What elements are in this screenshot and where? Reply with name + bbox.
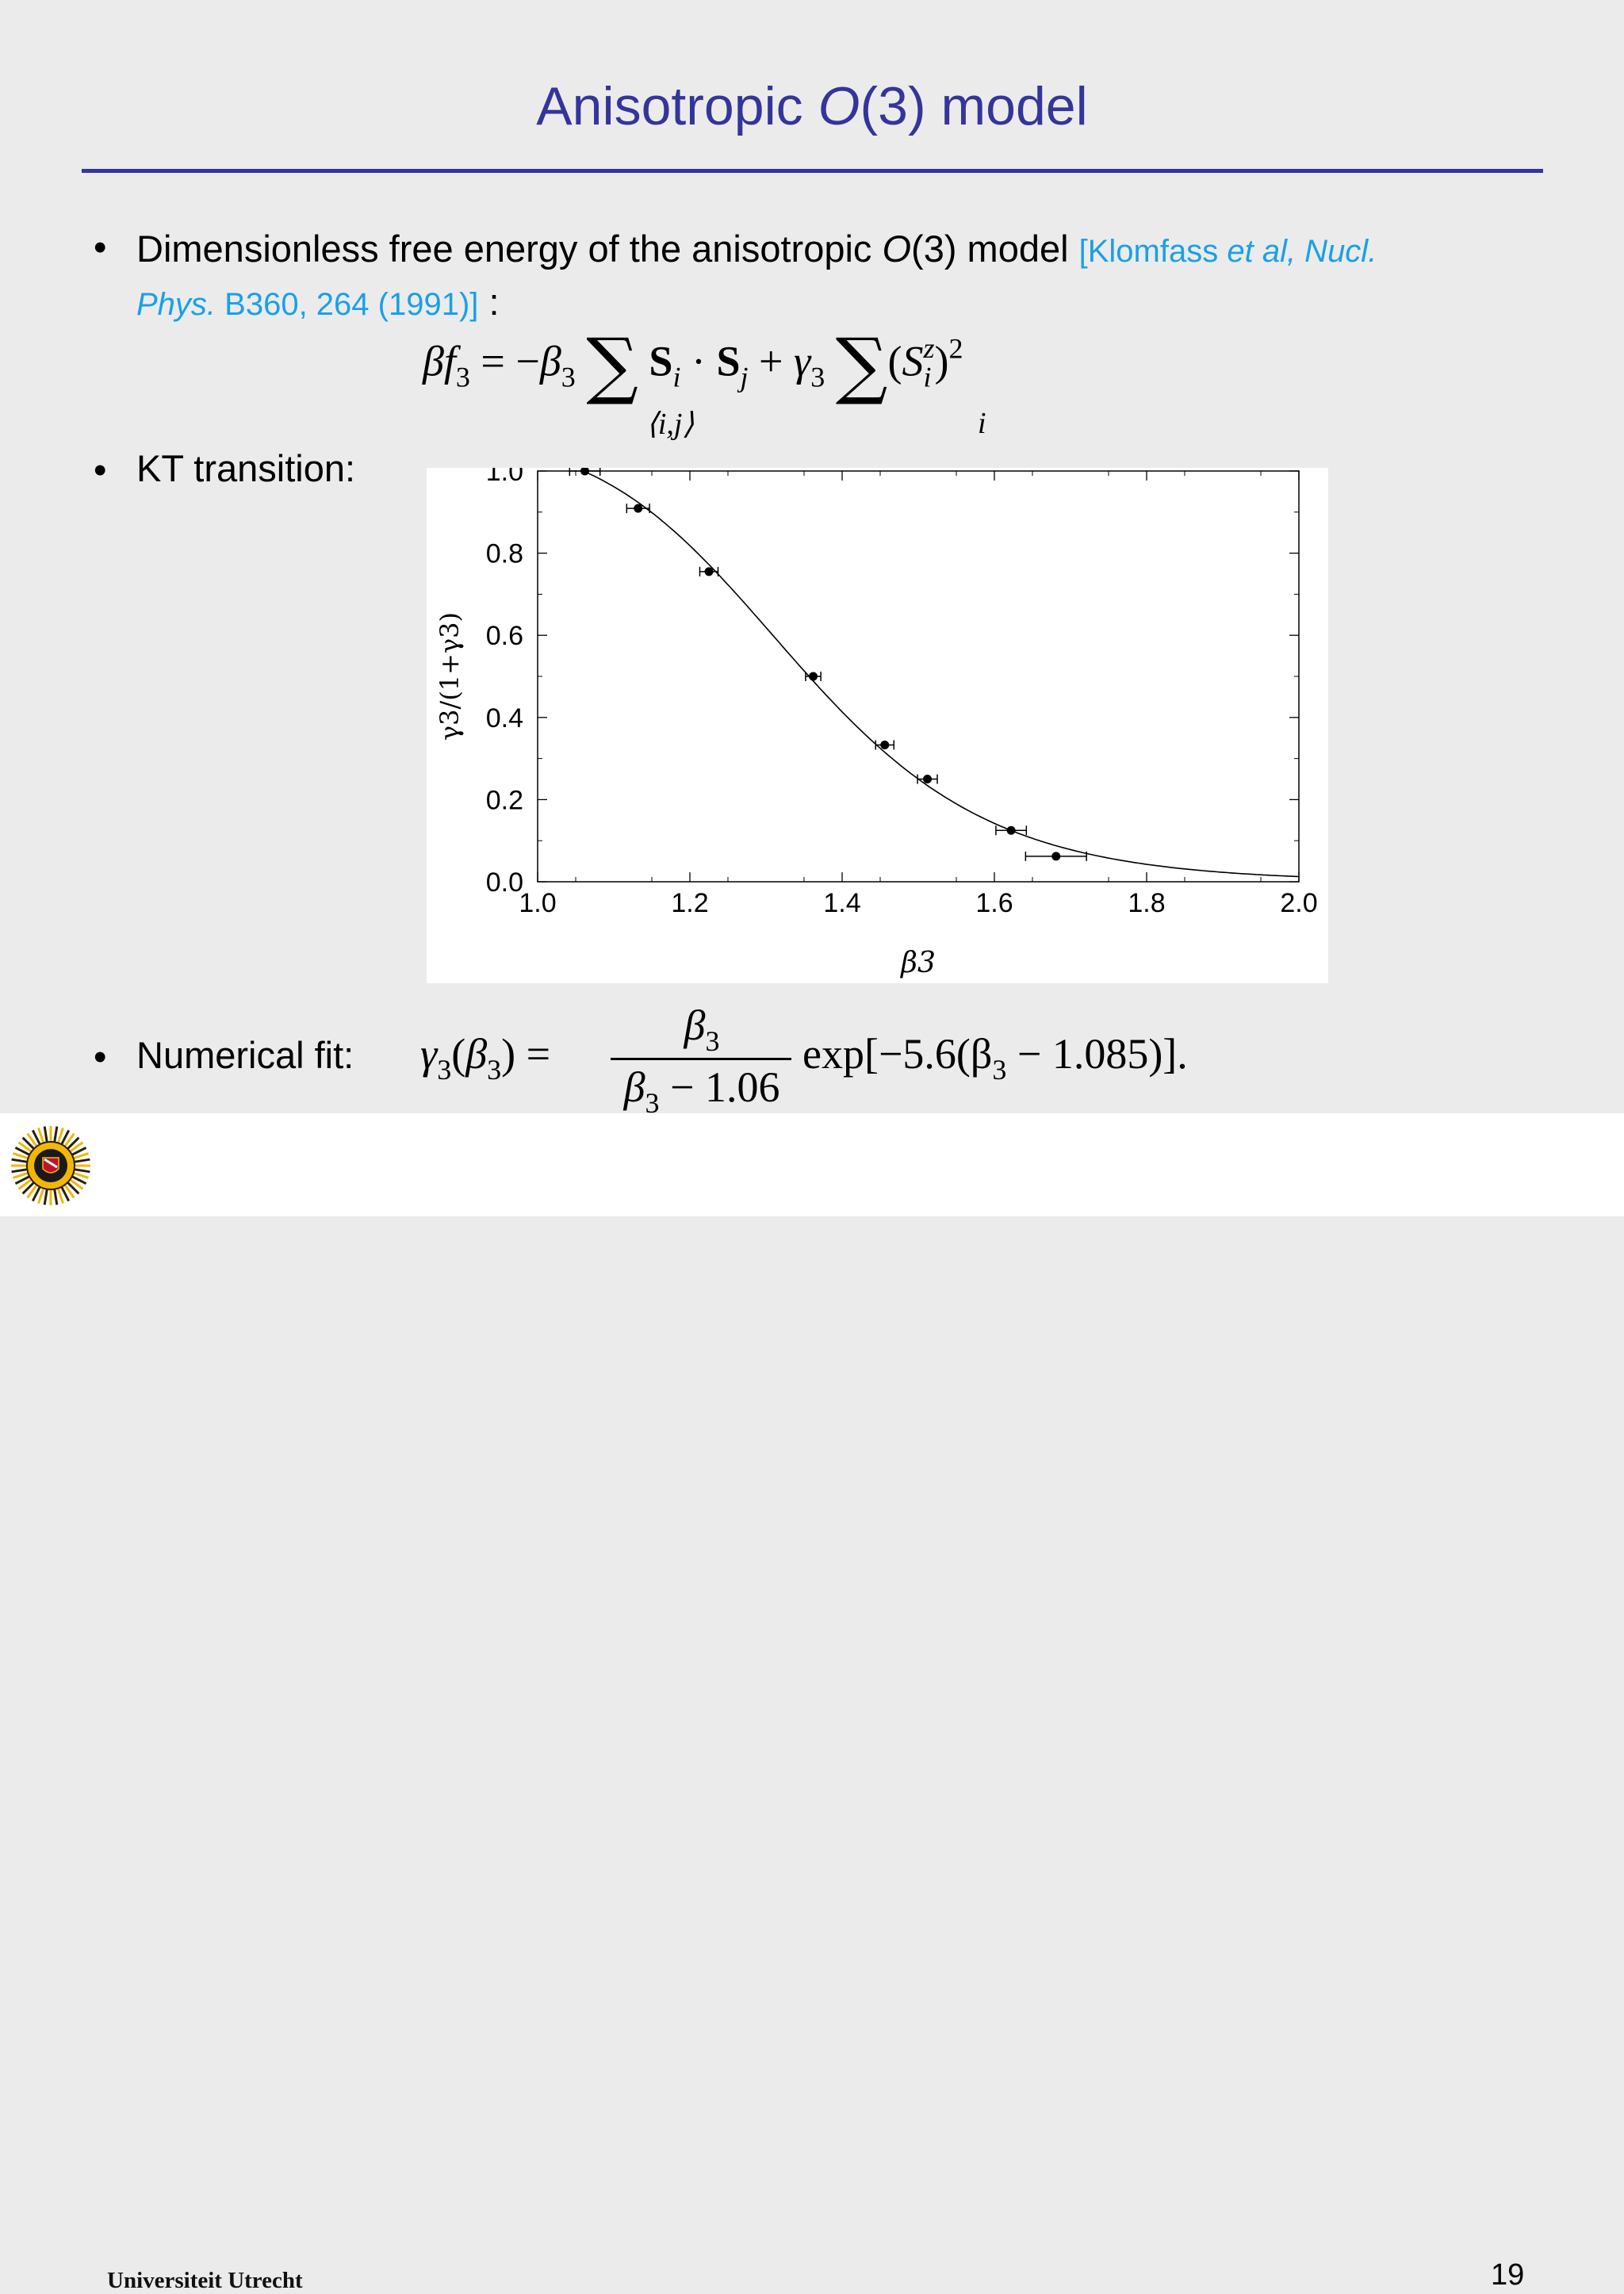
data-point [1006, 825, 1016, 835]
plot-frame [537, 470, 1300, 883]
fit-denominator: β3 − 1.06 [623, 1063, 780, 1119]
fit-lhs: γ3(β3) = [420, 1030, 551, 1086]
sum-symbol-1: ∑ [586, 323, 638, 408]
bullet-kt-transition: KT transition: [136, 447, 356, 489]
kt-transition-chart: 1.0 1.2 1.4 1.6 1.8 2.0 0.0 0.2 0.4 0.6 0.8 1.0 β3 γ3… [427, 457, 1328, 983]
sum-symbol-2: ∑ [835, 323, 888, 408]
sum-index-i: i [978, 407, 986, 440]
fit-exponential: exp[−5.6(β3 − 1.085)]. [802, 1030, 1188, 1086]
y-tick-label: 0.8 [486, 539, 523, 569]
free-energy-equation: βf3 = −β3 ∑ Si · Sj + γ3 ∑(Siz)2 [423, 323, 963, 408]
university-seal-icon [11, 1126, 90, 1205]
data-point [1051, 852, 1061, 861]
bullet-free-energy: Dimensionless free energy of the anisotr… [136, 224, 1484, 330]
slide-title: Anisotropic O(3) model [0, 75, 1624, 137]
x-tick-label: 1.8 [1128, 888, 1165, 918]
slide: Anisotropic O(3) model • Dimensionless f… [0, 0, 1624, 1119]
sum-index-ij: ⟨i,j⟩ [646, 408, 695, 441]
y-axis-label: γ3/(1+γ3) [435, 612, 465, 741]
title-prefix: Anisotropic [536, 76, 818, 136]
y-tick-label: 0.2 [486, 785, 523, 815]
footer: Universiteit Utrecht 19 [0, 1113, 1624, 2293]
bullet1-suffix: (3) model [911, 228, 1079, 270]
data-point [809, 672, 818, 681]
data-point [704, 567, 714, 576]
data-point [580, 466, 590, 476]
bullet1-text: Dimensionless free energy of the anisotr… [136, 228, 883, 270]
fit-curve [587, 472, 1300, 878]
title-italic: O [818, 76, 860, 136]
bullet-dot-1: • [94, 226, 107, 268]
bullet1-colon: : [478, 281, 500, 323]
x-tick-label: 1.6 [975, 888, 1013, 918]
y-tick-label: 1.0 [486, 468, 523, 487]
data-point [634, 504, 643, 513]
x-tick-label: 1.0 [519, 888, 556, 918]
fit-numerator: β3 [684, 1001, 720, 1057]
fraction-bar [611, 1058, 791, 1060]
title-suffix: (3) model [860, 76, 1088, 136]
reference-link[interactable]: [Klomfass et al, Nucl. Phys. B360, 264 (1… [136, 234, 1377, 322]
data-point [880, 741, 890, 750]
y-tick-label: 0.4 [486, 703, 523, 733]
x-axis-label: β3 [899, 947, 936, 979]
y-tick-label: 0.6 [486, 621, 523, 651]
chart-svg: 1.0 1.2 1.4 1.6 1.8 2.0 0.0 0.2 0.4 0.6 0.8 1.0 β3 γ3… [435, 457, 1318, 979]
page-number: 19 [1491, 2258, 1525, 2292]
title-rule [82, 169, 1543, 173]
university-name: Universiteit Utrecht [107, 2268, 303, 2293]
x-tick-label: 2.0 [1280, 888, 1317, 918]
bullet-dot-3: • [94, 1036, 107, 1078]
data-point [923, 775, 933, 783]
x-tick-label: 1.4 [823, 888, 860, 918]
y-tick-label: 0.0 [486, 867, 523, 898]
bullet1-italic: O [882, 228, 912, 270]
bullet-numerical-fit: Numerical fit: [136, 1034, 354, 1076]
x-tick-label: 1.2 [671, 888, 708, 918]
bullet-dot-2: • [94, 449, 107, 491]
